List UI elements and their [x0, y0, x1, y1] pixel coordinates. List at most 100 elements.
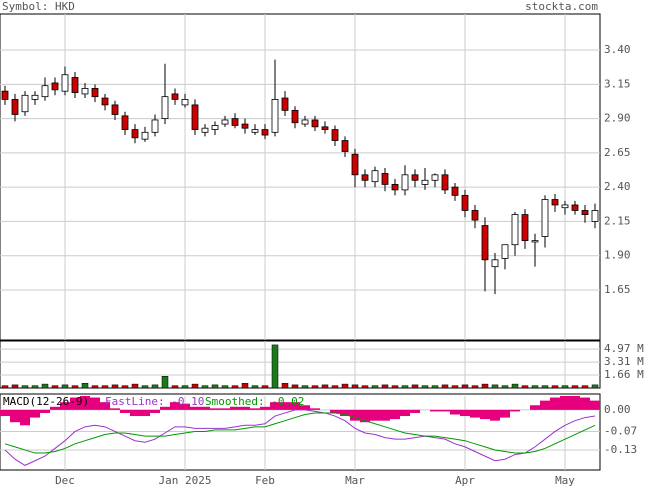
candle-body — [61, 74, 69, 92]
histogram-bar — [260, 406, 270, 410]
candle-body — [251, 129, 259, 133]
volume-bar — [251, 385, 259, 389]
candle-body — [211, 125, 219, 130]
volume-bar — [451, 385, 459, 389]
volume-bar — [201, 385, 209, 389]
y-tick-label: 2.65 — [604, 146, 631, 159]
volume-bar — [91, 385, 99, 389]
candle-body — [391, 184, 399, 191]
histogram-bar — [270, 402, 280, 410]
histogram-bar — [480, 409, 490, 420]
price-panel — [0, 13, 601, 341]
histogram-bar — [290, 402, 300, 410]
volume-panel — [0, 340, 601, 389]
candle-body — [271, 99, 279, 133]
y-tick-label: 2.15 — [604, 214, 631, 227]
x-tick-label: May — [555, 474, 575, 486]
volume-bar — [281, 383, 289, 389]
volume-bar — [211, 384, 219, 389]
candle-body — [1, 90, 9, 100]
volume-bar — [481, 383, 489, 389]
candle-body — [81, 88, 89, 95]
candle-body — [511, 214, 519, 246]
volume-bar — [401, 385, 409, 389]
volume-bar — [171, 385, 179, 389]
candle-body — [331, 129, 339, 141]
volume-bar — [111, 384, 119, 389]
x-tick-label: Feb — [255, 474, 275, 486]
candle-body — [181, 99, 189, 106]
volume-bar — [121, 385, 129, 389]
candle-body — [521, 214, 529, 242]
histogram-bar — [10, 409, 20, 423]
histogram-bar — [390, 409, 400, 420]
candle-body — [221, 119, 229, 125]
histogram-bar — [370, 409, 380, 421]
histogram-bar — [350, 409, 360, 421]
histogram-bar — [190, 406, 200, 410]
histogram-bar — [180, 403, 190, 410]
volume-bar — [271, 344, 279, 389]
candle-body — [471, 210, 479, 221]
candle-body — [421, 179, 429, 185]
volume-bar — [191, 383, 199, 389]
candle-body — [461, 194, 469, 211]
histogram-bar — [430, 409, 440, 412]
histogram-bar — [440, 409, 450, 412]
y-tick-label: 4.97 M — [604, 342, 644, 355]
x-tick-label: Mar — [345, 474, 365, 486]
y-tick-label: 2.40 — [604, 180, 631, 193]
candle-body — [381, 173, 389, 185]
volume-bar — [501, 385, 509, 389]
volume-bar — [141, 385, 149, 389]
candle-body — [201, 127, 209, 133]
candle-body — [31, 94, 39, 100]
histogram-bar — [470, 409, 480, 418]
candle-body — [101, 97, 109, 106]
volume-bar — [301, 385, 309, 389]
candle-body — [491, 259, 499, 268]
histogram-bar — [400, 409, 410, 417]
volume-bar — [161, 376, 169, 389]
y-tick-label: 1.65 — [604, 283, 631, 296]
histogram-bar — [150, 409, 160, 413]
volume-bar — [231, 385, 239, 389]
volume-bar — [591, 384, 599, 389]
site: stockta.com — [525, 0, 598, 13]
volume-bar — [71, 385, 79, 389]
histogram-bar — [140, 409, 150, 417]
volume-bar — [341, 383, 349, 389]
candle-body — [401, 174, 409, 191]
volume-bar — [1, 385, 9, 389]
candle-body — [161, 96, 169, 119]
histogram-bar — [280, 402, 290, 410]
histogram-bar — [20, 409, 30, 426]
histogram-bar — [220, 408, 230, 410]
y-tick-label: 3.31 M — [604, 355, 644, 368]
candle-body — [411, 174, 419, 181]
candle-body — [571, 204, 579, 211]
candle-body — [361, 174, 369, 181]
histogram-bar — [460, 409, 470, 417]
y-tick-label: -0.13 — [604, 443, 637, 456]
candle-body — [41, 85, 49, 98]
candle-body — [541, 199, 549, 237]
volume-bar — [311, 385, 319, 389]
histogram-bar — [70, 397, 80, 410]
candle-body — [441, 174, 449, 191]
volume-bar — [461, 384, 469, 389]
candle-body — [321, 126, 329, 130]
candle-body — [371, 170, 379, 183]
histogram-bar — [30, 409, 40, 418]
volume-bar — [421, 385, 429, 389]
histogram-bar — [560, 396, 570, 410]
candle-body — [141, 131, 149, 140]
volume-bar — [551, 385, 559, 389]
candle-body — [21, 94, 29, 113]
candle-body — [501, 244, 509, 259]
candle-body — [71, 77, 79, 93]
symbol: Symbol: HKD — [2, 0, 75, 13]
candle-body — [531, 240, 539, 243]
volume-bar — [351, 384, 359, 389]
